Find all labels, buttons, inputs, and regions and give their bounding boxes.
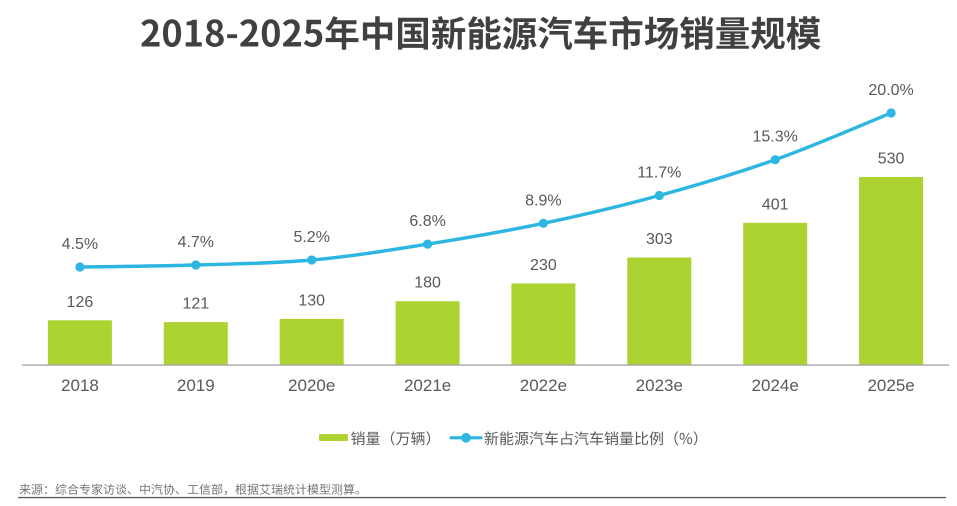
svg-text:20.0%: 20.0%: [868, 82, 913, 99]
svg-text:2020e: 2020e: [288, 376, 335, 395]
svg-text:401: 401: [762, 196, 789, 213]
svg-text:11.7%: 11.7%: [637, 165, 681, 182]
svg-text:2023e: 2023e: [636, 376, 683, 395]
svg-text:2021e: 2021e: [404, 376, 451, 395]
svg-text:130: 130: [298, 292, 325, 309]
svg-text:180: 180: [414, 275, 441, 292]
svg-text:15.3%: 15.3%: [753, 129, 798, 146]
svg-text:2024e: 2024e: [752, 376, 799, 395]
svg-text:2018: 2018: [61, 376, 99, 395]
svg-text:5.2%: 5.2%: [293, 229, 329, 246]
svg-text:2025e: 2025e: [867, 376, 914, 395]
svg-text:126: 126: [67, 294, 94, 311]
svg-text:230: 230: [530, 257, 557, 274]
svg-text:4.7%: 4.7%: [178, 234, 214, 251]
svg-text:8.9%: 8.9%: [525, 192, 561, 209]
svg-text:121: 121: [182, 296, 209, 313]
svg-text:6.8%: 6.8%: [409, 213, 445, 230]
svg-text:303: 303: [646, 231, 673, 248]
svg-text:4.5%: 4.5%: [62, 236, 98, 253]
svg-text:2019: 2019: [177, 376, 215, 395]
svg-text:2022e: 2022e: [520, 376, 567, 395]
svg-text:530: 530: [878, 151, 905, 168]
